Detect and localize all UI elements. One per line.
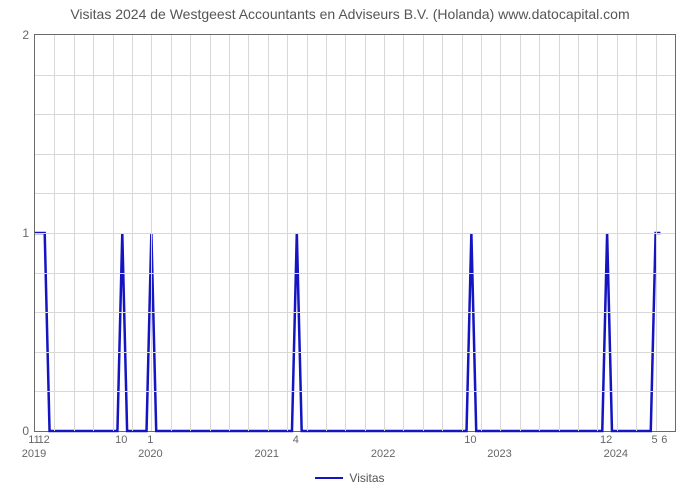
- grid-line-v: [442, 35, 443, 431]
- x-tick-minor-label: 6: [661, 434, 667, 446]
- x-tick-major-label: 2024: [604, 448, 628, 460]
- x-tick-minor-label: 12: [38, 434, 50, 446]
- chart-title: Visitas 2024 de Westgeest Accountants en…: [0, 6, 700, 22]
- grid-line-v: [74, 35, 75, 431]
- grid-line-v: [481, 35, 482, 431]
- x-tick-major-label: 2020: [138, 448, 162, 460]
- grid-line-v: [190, 35, 191, 431]
- grid-line-v: [54, 35, 55, 431]
- grid-line-v: [248, 35, 249, 431]
- grid-line-v: [171, 35, 172, 431]
- series-polyline: [35, 233, 660, 431]
- x-tick-major-label: 2023: [487, 448, 511, 460]
- grid-line-v: [403, 35, 404, 431]
- x-tick-minor-label: 10: [464, 434, 476, 446]
- grid-line-v: [132, 35, 133, 431]
- x-tick-minor-label: 5: [652, 434, 658, 446]
- grid-line-v: [365, 35, 366, 431]
- x-tick-minor-label: 4: [293, 434, 299, 446]
- x-tick-major-label: 2022: [371, 448, 395, 460]
- grid-line-v: [210, 35, 211, 431]
- grid-line-v: [578, 35, 579, 431]
- x-tick-minor-label: 12: [600, 434, 612, 446]
- grid-line-v: [268, 35, 269, 431]
- plot-area: 012: [34, 34, 676, 432]
- legend-label: Visitas: [349, 471, 384, 485]
- grid-line-v: [229, 35, 230, 431]
- grid-line-v: [617, 35, 618, 431]
- grid-line-v: [326, 35, 327, 431]
- y-tick-label: 1: [22, 226, 35, 240]
- grid-line-v: [656, 35, 657, 431]
- grid-line-v: [500, 35, 501, 431]
- grid-line-v: [384, 35, 385, 431]
- x-tick-major-label: 2019: [22, 448, 46, 460]
- grid-line-v: [559, 35, 560, 431]
- grid-line-v: [93, 35, 94, 431]
- grid-line-v: [636, 35, 637, 431]
- grid-line-v: [520, 35, 521, 431]
- grid-line-v: [539, 35, 540, 431]
- grid-line-v: [423, 35, 424, 431]
- legend: Visitas: [0, 470, 700, 485]
- x-tick-minor-label: 1: [147, 434, 153, 446]
- grid-line-v: [113, 35, 114, 431]
- legend-swatch: [315, 477, 343, 479]
- chart-container: Visitas 2024 de Westgeest Accountants en…: [0, 0, 700, 500]
- grid-line-v: [151, 35, 152, 431]
- grid-line-v: [462, 35, 463, 431]
- x-tick-major-label: 2021: [254, 448, 278, 460]
- grid-line-v: [287, 35, 288, 431]
- y-tick-label: 2: [22, 28, 35, 42]
- grid-line-v: [597, 35, 598, 431]
- grid-line-v: [345, 35, 346, 431]
- grid-line-v: [307, 35, 308, 431]
- x-tick-minor-label: 10: [115, 434, 127, 446]
